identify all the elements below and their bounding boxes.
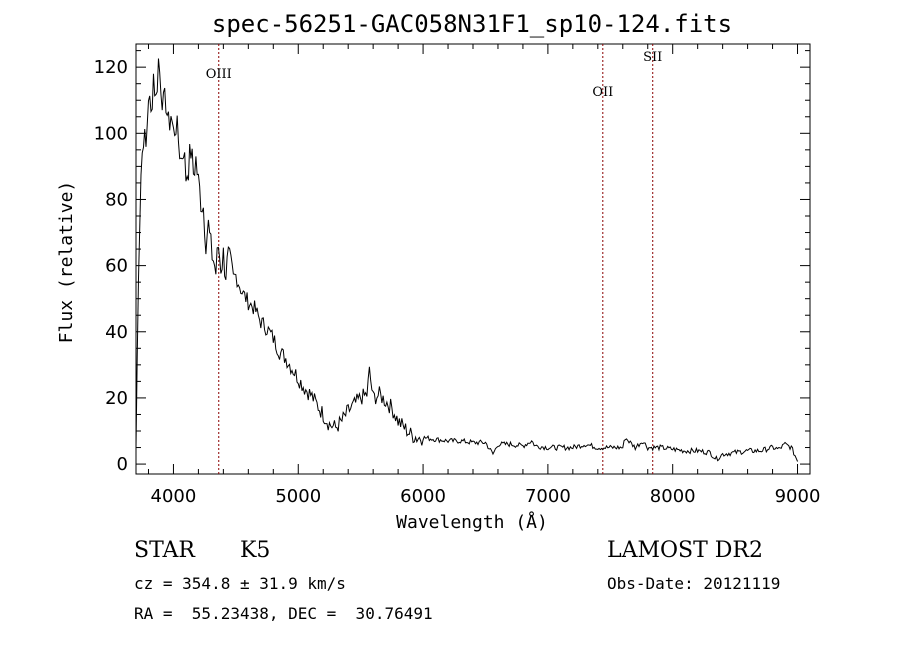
x-tick-label: 7000	[525, 486, 571, 507]
y-axis-label: Flux (relative)	[56, 181, 77, 344]
x-tick-label: 6000	[400, 486, 446, 507]
ticks-layer: 4000 5000 6000 7000 8000 9000 0 20 40 60 80 100 120	[94, 44, 821, 507]
sky-coordinates: RA = 55.23438, DEC = 30.76491	[134, 604, 433, 623]
plot-border	[135, 43, 811, 475]
y-tick-label: 120	[94, 57, 128, 78]
y-tick-label: 60	[105, 256, 128, 277]
x-axis-label: Wavelength (Å)	[396, 511, 548, 533]
spectrum-line	[135, 58, 799, 462]
chart-title: spec-56251-GAC058N31F1_sp10-124.fits	[212, 10, 732, 38]
redshift-velocity: cz = 354.8 ± 31.9 km/s	[134, 574, 346, 593]
y-tick-label: 0	[117, 454, 128, 475]
object-type: STAR	[134, 538, 195, 563]
reference-line-label-sii: SII	[643, 50, 662, 65]
object-subclass: K5	[240, 538, 271, 563]
observation-date: Obs-Date: 20121119	[607, 574, 781, 593]
reference-lines: OIII OII SII	[206, 44, 662, 474]
survey-name: LAMOST DR2	[607, 538, 763, 563]
y-tick-label: 80	[105, 189, 128, 210]
reference-line-label-oiii: OIII	[206, 67, 232, 82]
reference-line-label-oii: OII	[592, 85, 613, 100]
y-tick-label: 20	[105, 388, 128, 409]
series-layer	[135, 58, 799, 462]
x-tick-label: 9000	[775, 486, 821, 507]
y-tick-label: 40	[105, 322, 128, 343]
x-tick-label: 8000	[650, 486, 696, 507]
y-tick-label: 100	[94, 123, 128, 144]
x-tick-label: 5000	[275, 486, 321, 507]
plot-frame	[135, 43, 811, 475]
x-tick-label: 4000	[151, 486, 197, 507]
